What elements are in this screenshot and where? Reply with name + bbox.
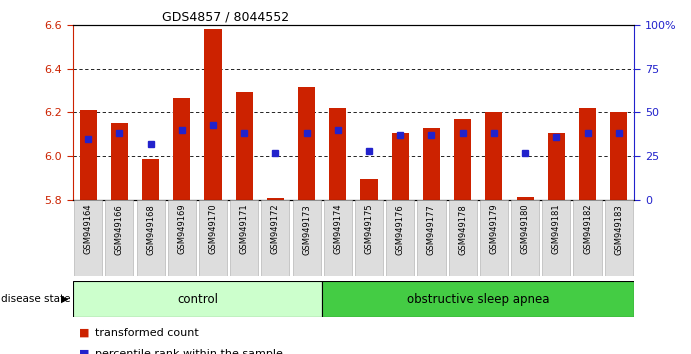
Bar <box>511 200 539 276</box>
Text: GSM949172: GSM949172 <box>271 204 280 255</box>
Bar <box>392 133 409 200</box>
Bar <box>73 281 322 317</box>
Bar <box>261 200 290 276</box>
Bar <box>417 200 446 276</box>
Text: GSM949171: GSM949171 <box>240 204 249 255</box>
Text: GSM949180: GSM949180 <box>520 204 529 255</box>
Bar <box>168 200 196 276</box>
Text: GSM949174: GSM949174 <box>333 204 342 255</box>
Bar <box>548 133 565 200</box>
Text: GSM949164: GSM949164 <box>84 204 93 255</box>
Text: ■: ■ <box>79 349 90 354</box>
Text: GSM949166: GSM949166 <box>115 204 124 255</box>
Bar <box>111 123 128 200</box>
Text: GSM949173: GSM949173 <box>302 204 311 255</box>
Text: GSM949168: GSM949168 <box>146 204 155 255</box>
Text: GSM949176: GSM949176 <box>396 204 405 255</box>
Bar <box>105 200 133 276</box>
Text: GSM949170: GSM949170 <box>209 204 218 255</box>
Bar <box>205 29 222 200</box>
Text: disease state: disease state <box>1 294 71 304</box>
Bar <box>355 200 383 276</box>
Bar <box>480 200 508 276</box>
Bar <box>361 179 378 200</box>
Bar <box>79 110 97 200</box>
Bar <box>74 200 102 276</box>
Text: GSM949169: GSM949169 <box>178 204 187 255</box>
Bar <box>142 160 159 200</box>
Text: ■: ■ <box>79 328 90 338</box>
Bar <box>605 200 633 276</box>
Bar <box>423 128 440 200</box>
Bar <box>137 200 164 276</box>
Bar <box>267 198 284 200</box>
Text: GSM949181: GSM949181 <box>552 204 561 255</box>
Bar <box>329 108 346 200</box>
Bar <box>173 98 191 200</box>
Bar <box>579 108 596 200</box>
Text: GSM949178: GSM949178 <box>458 204 467 255</box>
Bar <box>516 197 533 200</box>
Bar <box>230 200 258 276</box>
Bar <box>236 92 253 200</box>
Text: GSM949177: GSM949177 <box>427 204 436 255</box>
Bar <box>454 119 471 200</box>
Bar <box>386 200 415 276</box>
Bar <box>298 87 315 200</box>
Bar <box>574 200 602 276</box>
Text: GSM949179: GSM949179 <box>489 204 498 255</box>
Text: GSM949182: GSM949182 <box>583 204 592 255</box>
Bar <box>324 200 352 276</box>
Text: control: control <box>177 293 218 306</box>
Text: obstructive sleep apnea: obstructive sleep apnea <box>407 293 549 306</box>
Bar <box>485 112 502 200</box>
Text: GDS4857 / 8044552: GDS4857 / 8044552 <box>162 10 290 23</box>
Bar <box>292 200 321 276</box>
Text: GSM949183: GSM949183 <box>614 204 623 255</box>
Bar <box>448 200 477 276</box>
Text: ▶: ▶ <box>61 294 68 304</box>
Bar <box>542 200 570 276</box>
Text: GSM949175: GSM949175 <box>365 204 374 255</box>
Bar <box>610 112 627 200</box>
Text: percentile rank within the sample: percentile rank within the sample <box>95 349 283 354</box>
Bar <box>322 281 634 317</box>
Bar <box>199 200 227 276</box>
Text: transformed count: transformed count <box>95 328 198 338</box>
